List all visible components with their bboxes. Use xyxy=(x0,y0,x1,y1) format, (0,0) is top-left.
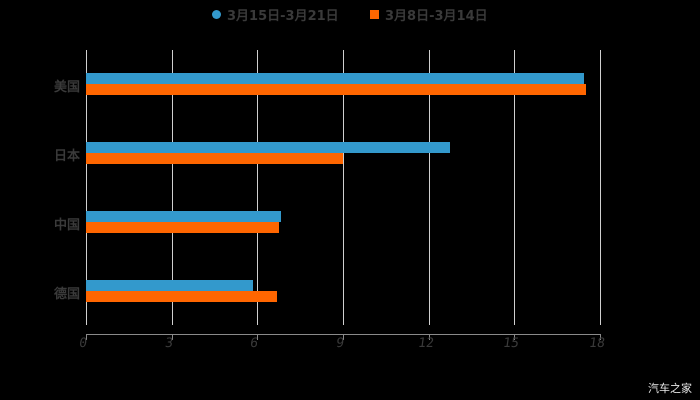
gridline xyxy=(514,50,515,325)
legend-item-week-2[interactable]: 3月15日-3月21日 xyxy=(212,4,339,24)
bar[interactable] xyxy=(86,153,343,164)
bar[interactable] xyxy=(86,211,281,222)
bar[interactable] xyxy=(86,142,450,153)
x-tick xyxy=(429,334,430,340)
x-tick xyxy=(172,334,173,340)
y-category-label: 中国 xyxy=(53,218,80,233)
y-category-label: 美国 xyxy=(53,80,80,95)
x-axis xyxy=(86,334,601,335)
bar[interactable] xyxy=(86,291,277,302)
x-tick-label: 9 xyxy=(335,336,345,351)
legend-label: 3月8日-3月14日 xyxy=(385,8,488,24)
chart-legend: 3月15日-3月21日 3月8日-3月14日 xyxy=(0,4,700,24)
x-tick xyxy=(343,334,344,340)
legend-label: 3月15日-3月21日 xyxy=(227,8,339,24)
y-category-label: 德国 xyxy=(53,287,80,302)
x-tick xyxy=(257,334,258,340)
x-tick-label: 12 xyxy=(417,336,435,351)
x-tick-label: 15 xyxy=(502,336,520,351)
x-tick-label: 3 xyxy=(164,336,174,351)
legend-square-icon xyxy=(370,9,379,19)
watermark: 汽车之家 xyxy=(648,382,692,395)
x-tick xyxy=(600,334,601,340)
x-tick xyxy=(86,334,87,340)
legend-circle-icon xyxy=(212,9,221,19)
bar[interactable] xyxy=(86,222,279,233)
x-tick-label: 0 xyxy=(78,336,88,351)
y-category-label: 日本 xyxy=(53,149,80,164)
gridline xyxy=(257,50,258,325)
gridline xyxy=(172,50,173,325)
gridline xyxy=(343,50,344,325)
gridline xyxy=(600,50,601,325)
x-tick-label: 18 xyxy=(588,336,606,351)
bar[interactable] xyxy=(86,73,584,84)
x-tick xyxy=(514,334,515,340)
legend-item-week-1[interactable]: 3月8日-3月14日 xyxy=(370,4,488,24)
bar[interactable] xyxy=(86,280,253,291)
gridline xyxy=(429,50,430,325)
x-tick-label: 6 xyxy=(249,336,259,351)
bar[interactable] xyxy=(86,84,586,95)
gridline xyxy=(86,50,87,325)
